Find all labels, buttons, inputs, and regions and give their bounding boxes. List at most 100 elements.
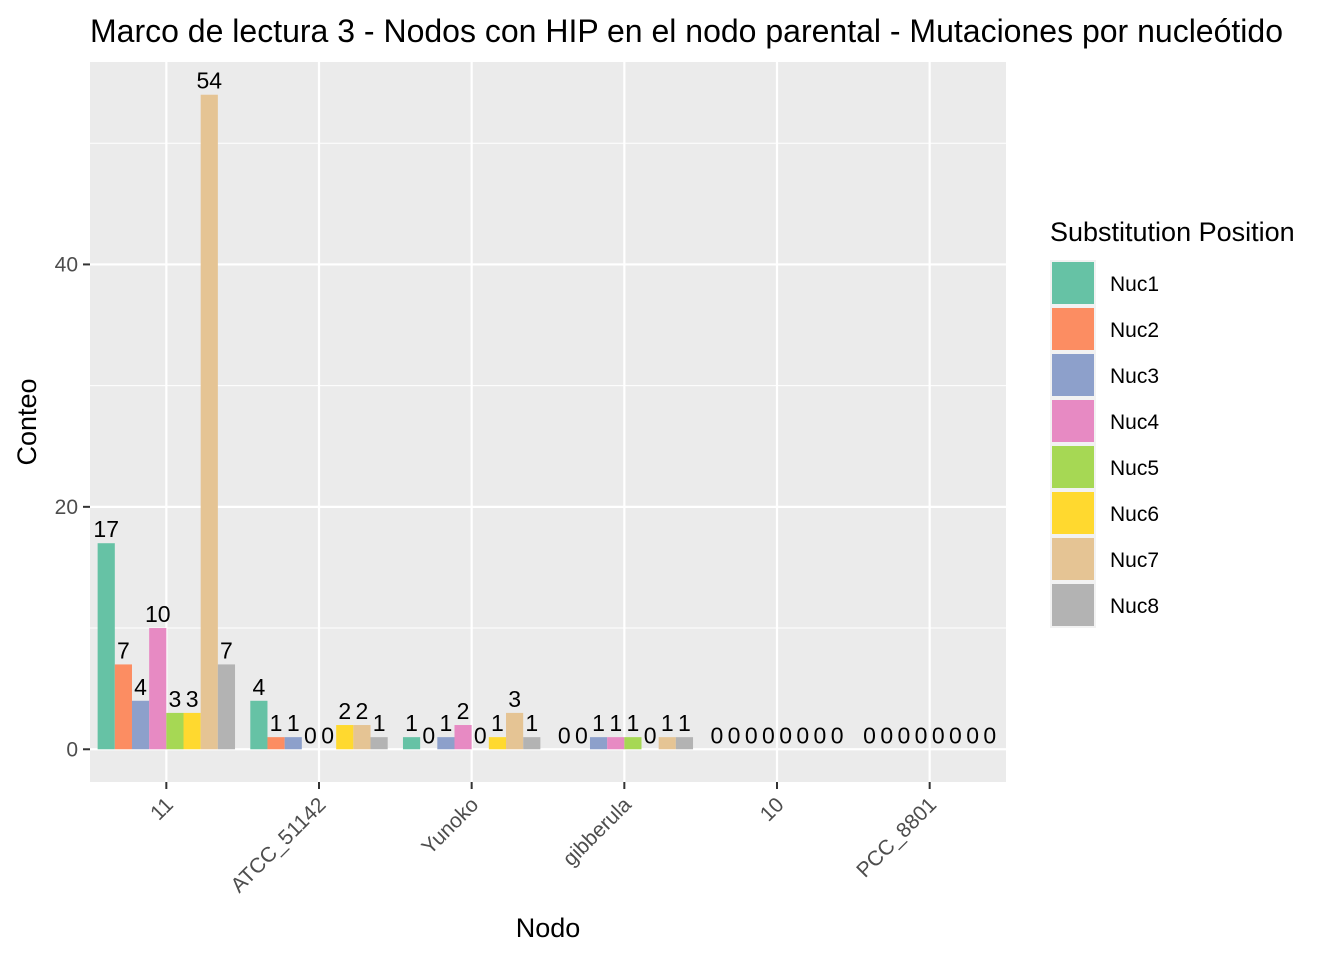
legend: Substitution Position Nuc1 Nuc2 Nuc3 Nuc4 Nu… <box>1050 217 1295 628</box>
legend-key-nuc5 <box>1052 446 1094 488</box>
bar-nuc5-11 <box>166 712 184 750</box>
bar-nuc8-yunoko <box>523 737 541 750</box>
x-tick-label: ATCC_51142 <box>227 793 331 897</box>
bar-nuc3-yunoko <box>437 737 455 750</box>
x-axis-title: Nodo <box>516 913 581 943</box>
data-label: 1 <box>525 710 538 736</box>
legend-label: Nuc2 <box>1110 319 1159 342</box>
data-label: 1 <box>287 710 300 736</box>
data-label: 2 <box>457 698 470 724</box>
bar-nuc8-atcc_51142 <box>370 737 388 750</box>
data-label: 0 <box>880 722 893 748</box>
data-label: 2 <box>338 698 351 724</box>
panel-background <box>90 62 1006 782</box>
x-tick-label: gibberula <box>559 793 637 871</box>
legend-label: Nuc7 <box>1110 549 1159 572</box>
y-axis: 0 20 40 <box>55 253 90 761</box>
bar-nuc4-yunoko <box>454 725 472 750</box>
legend-label: Nuc3 <box>1110 365 1159 388</box>
y-tick-label: 20 <box>55 496 78 519</box>
x-tick-label: Yunoko <box>417 793 483 859</box>
data-label: 0 <box>831 722 844 748</box>
data-label: 1 <box>440 710 453 736</box>
legend-label: Nuc5 <box>1110 457 1159 480</box>
legend-key-nuc4 <box>1052 400 1094 442</box>
bar-nuc5-gibberula <box>624 737 642 750</box>
bar-nuc1-atcc_51142 <box>250 700 268 750</box>
bar-nuc4-gibberula <box>607 737 625 750</box>
data-label: 0 <box>915 722 928 748</box>
bar-nuc2-atcc_51142 <box>267 737 285 750</box>
bar-nuc7-gibberula <box>658 737 676 750</box>
data-label: 7 <box>117 637 130 663</box>
legend-key-nuc1 <box>1052 262 1094 304</box>
data-label: 0 <box>644 722 657 748</box>
chart-title: Marco de lectura 3 - Nodos con HIP en el… <box>90 13 1283 49</box>
x-axis: 11 ATCC_51142 Yunoko gibberula 10 PCC_8801 <box>146 782 941 897</box>
data-label: 10 <box>145 601 171 627</box>
data-label: 54 <box>196 68 222 94</box>
bar-nuc6-atcc_51142 <box>336 725 354 750</box>
data-label: 0 <box>304 722 317 748</box>
data-label: 0 <box>728 722 741 748</box>
bar-nuc1-11 <box>97 543 115 750</box>
data-label: 3 <box>169 686 182 712</box>
bar-nuc8-gibberula <box>675 737 694 750</box>
data-label: 0 <box>863 722 876 748</box>
bar-nuc2-11 <box>114 664 132 750</box>
legend-label: Nuc8 <box>1110 595 1159 618</box>
y-axis-title: Conteo <box>12 378 42 465</box>
data-label: 0 <box>779 722 792 748</box>
data-label: 1 <box>592 710 605 736</box>
data-label: 2 <box>356 698 369 724</box>
data-label: 1 <box>678 710 691 736</box>
data-label: 0 <box>474 722 487 748</box>
data-label: 1 <box>627 710 640 736</box>
legend-key-nuc3 <box>1052 354 1094 396</box>
data-label: 0 <box>558 722 571 748</box>
data-label: 0 <box>796 722 809 748</box>
data-label: 3 <box>508 686 521 712</box>
bar-nuc1-yunoko <box>402 737 421 750</box>
y-tick-label: 0 <box>66 738 78 761</box>
bar-nuc3-gibberula <box>589 737 608 750</box>
data-label: 0 <box>422 722 435 748</box>
data-label: 0 <box>745 722 758 748</box>
legend-key-nuc7 <box>1052 538 1094 580</box>
legend-key-nuc8 <box>1052 584 1094 626</box>
bar-nuc4-11 <box>149 628 167 750</box>
y-tick-label: 40 <box>55 253 78 276</box>
bar-nuc6-yunoko <box>488 737 507 750</box>
data-label: 7 <box>220 637 233 663</box>
legend-key-nuc6 <box>1052 492 1094 534</box>
bar-nuc7-atcc_51142 <box>353 725 371 750</box>
data-label: 3 <box>186 686 199 712</box>
legend-label: Nuc6 <box>1110 503 1159 526</box>
data-label: 1 <box>491 710 504 736</box>
data-label: 0 <box>983 722 996 748</box>
data-label: 0 <box>898 722 911 748</box>
x-tick-label: PCC_8801 <box>852 793 941 882</box>
bar-nuc3-11 <box>131 700 150 750</box>
bar-nuc7-yunoko <box>506 712 524 750</box>
data-label: 0 <box>710 722 723 748</box>
legend-label: Nuc4 <box>1110 411 1159 434</box>
plot-panel <box>90 62 1006 782</box>
data-label: 4 <box>134 674 147 700</box>
data-label: 1 <box>373 710 386 736</box>
data-label: 1 <box>661 710 674 736</box>
data-label: 17 <box>93 516 119 542</box>
data-label: 1 <box>405 710 418 736</box>
bar-nuc3-atcc_51142 <box>284 737 302 750</box>
data-label: 0 <box>966 722 979 748</box>
bars <box>97 94 694 750</box>
data-label: 0 <box>814 722 827 748</box>
legend-title: Substitution Position <box>1050 217 1295 247</box>
x-tick-label: 11 <box>146 793 178 825</box>
data-label: 4 <box>252 674 265 700</box>
data-label: 0 <box>949 722 962 748</box>
bar-nuc8-11 <box>217 664 236 750</box>
data-label: 1 <box>270 710 283 736</box>
